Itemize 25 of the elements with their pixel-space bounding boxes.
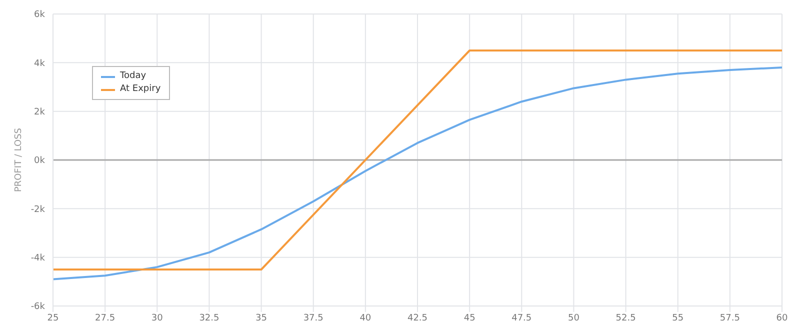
x-tick-label: 55 bbox=[672, 313, 684, 324]
x-tick-label: 45 bbox=[464, 313, 476, 324]
x-tick-label: 37.5 bbox=[303, 313, 324, 324]
x-tick-label: 47.5 bbox=[512, 313, 532, 324]
x-tick-label: 40 bbox=[360, 313, 372, 324]
x-tick-label: 32.5 bbox=[199, 313, 220, 324]
legend-label: Today bbox=[120, 70, 146, 83]
y-tick-label: 2k bbox=[34, 108, 46, 118]
x-tick-label: 60 bbox=[776, 313, 788, 324]
x-tick-label: 27.5 bbox=[95, 313, 116, 324]
y-tick-label: 6k bbox=[34, 10, 46, 20]
x-tick-label: 25 bbox=[47, 313, 59, 324]
y-tick-label: -6k bbox=[30, 302, 46, 312]
y-tick-label: 0k bbox=[34, 156, 46, 166]
y-axis-title: PROFIT / LOSS bbox=[14, 128, 24, 192]
x-tick-label: 30 bbox=[151, 313, 164, 324]
y-tick-label: 4k bbox=[34, 58, 46, 69]
legend-label: At Expiry bbox=[120, 83, 161, 96]
x-tick-label: 57.5 bbox=[720, 313, 740, 324]
y-tick-label: -2k bbox=[30, 204, 46, 215]
x-tick-label: 35 bbox=[256, 313, 268, 324]
x-tick-label: 52.5 bbox=[616, 313, 636, 324]
y-tick-label: -4k bbox=[30, 254, 46, 264]
x-tick-label: 50 bbox=[568, 313, 580, 324]
x-tick-label: 42.5 bbox=[407, 313, 428, 324]
